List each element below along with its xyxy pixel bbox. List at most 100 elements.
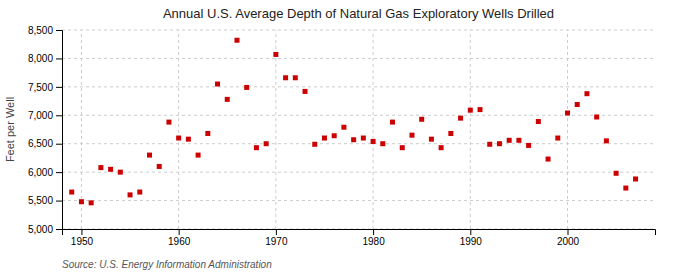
x-tick-label: 1960 [168, 236, 191, 247]
y-tick: 6,000 [28, 167, 62, 178]
x-axis-line [63, 230, 656, 236]
y-tick-label: 5,000 [28, 224, 53, 235]
point [205, 131, 210, 136]
point [254, 145, 259, 150]
y-tick: 7,000 [28, 110, 62, 121]
point [312, 142, 317, 147]
point [341, 125, 346, 130]
y-grid-line [62, 58, 655, 59]
point [507, 138, 512, 143]
point [303, 89, 308, 94]
point [633, 176, 638, 181]
point [196, 153, 201, 158]
grid [62, 30, 655, 229]
point [478, 107, 483, 112]
x-axis: 1950 1960 1970 1980 1990 2000 [63, 229, 656, 247]
point [225, 97, 230, 102]
y-tick-mark [56, 144, 62, 145]
point [108, 167, 113, 172]
y-tick: 5,500 [28, 195, 62, 206]
point [332, 133, 337, 138]
point [79, 199, 84, 204]
point [439, 145, 444, 150]
y-axis-title: Feet per Well [4, 97, 16, 162]
point [176, 136, 181, 141]
point [215, 82, 220, 87]
x-grid-line [81, 30, 82, 229]
point [536, 119, 541, 124]
point [546, 157, 551, 162]
x-tick-label: 1950 [71, 236, 94, 247]
y-tick: 8,500 [28, 25, 62, 36]
x-tick-mark [568, 229, 569, 235]
point [322, 136, 327, 141]
x-tick: 1970 [265, 229, 288, 247]
x-tick-label: 1990 [460, 236, 483, 247]
y-grid-line [62, 86, 655, 87]
point [409, 133, 414, 138]
point [526, 143, 531, 148]
point [69, 190, 74, 195]
y-tick: 6,500 [28, 138, 62, 149]
y-grid-line [62, 172, 655, 173]
point [555, 136, 560, 141]
x-tick: 1980 [362, 229, 385, 247]
point [468, 108, 473, 113]
x-tick: 1990 [460, 229, 483, 247]
x-tick-mark [81, 229, 82, 235]
point [448, 131, 453, 136]
point [594, 114, 599, 119]
x-grid-line [470, 30, 471, 229]
point [137, 190, 142, 195]
y-tick-mark [56, 58, 62, 59]
y-tick-mark [56, 87, 62, 88]
point [623, 186, 628, 191]
x-grid-line [373, 30, 374, 229]
x-tick-label: 1970 [265, 236, 288, 247]
y-tick-label: 7,500 [28, 82, 53, 93]
x-grid-line [567, 30, 568, 229]
x-grid-line [275, 30, 276, 229]
point [166, 120, 171, 125]
y-tick-label: 6,500 [28, 138, 53, 149]
point [497, 141, 502, 146]
point [273, 52, 278, 57]
point [244, 85, 249, 90]
x-tick: 2000 [557, 229, 580, 247]
y-tick-label: 8,000 [28, 53, 53, 64]
y-tick-mark [56, 115, 62, 116]
y-grid-line [62, 200, 655, 201]
point [390, 120, 395, 125]
y-tick: 8,000 [28, 53, 62, 64]
y-tick-mark [56, 201, 62, 202]
point [458, 116, 463, 121]
y-tick-label: 6,000 [28, 167, 53, 178]
point [293, 75, 298, 80]
point [487, 142, 492, 147]
x-tick: 1960 [168, 229, 191, 247]
x-tick-mark [276, 229, 277, 235]
point [234, 38, 239, 43]
y-tick-mark [56, 172, 62, 173]
point [575, 102, 580, 107]
point [98, 165, 103, 170]
point [147, 153, 152, 158]
point [584, 91, 589, 96]
chart: 1950 1960 1970 1980 1990 2000 5,000 5,500 6,000 6… [0, 0, 675, 275]
point [89, 200, 94, 205]
y-tick-mark [56, 30, 62, 31]
point [400, 145, 405, 150]
x-tick-label: 1980 [362, 236, 385, 247]
x-grid-line [178, 30, 179, 229]
y-axis-line [56, 31, 63, 230]
point [614, 171, 619, 176]
y-tick-label: 7,000 [28, 110, 53, 121]
y-tick-label: 8,500 [28, 25, 53, 36]
point [565, 111, 570, 116]
y-tick-mark [56, 229, 62, 230]
point [186, 137, 191, 142]
point [429, 137, 434, 142]
plot-area [69, 38, 638, 206]
x-tick-label: 2000 [557, 236, 580, 247]
x-tick: 1950 [71, 229, 94, 247]
